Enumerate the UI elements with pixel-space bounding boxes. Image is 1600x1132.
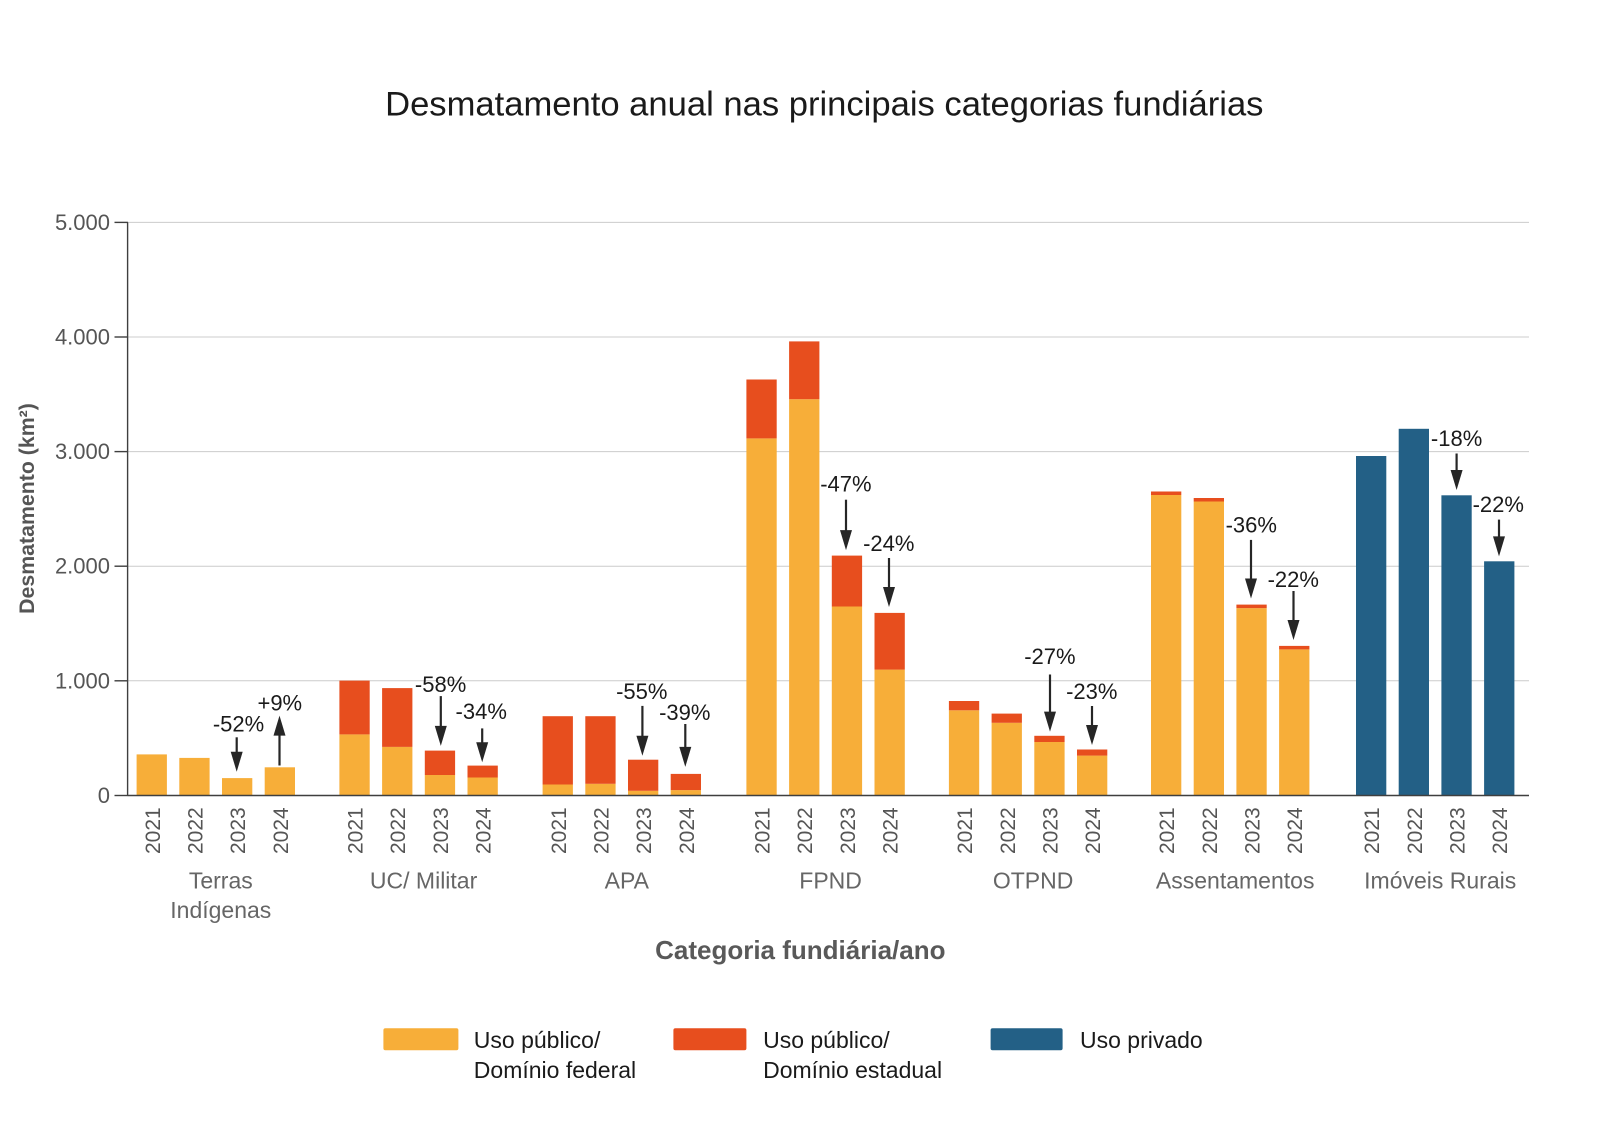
svg-text:2021: 2021 [345,807,368,854]
svg-text:Terras: Terras [189,867,253,893]
svg-text:+9%: +9% [257,690,302,715]
svg-text:-22%: -22% [1473,492,1524,517]
svg-text:2023: 2023 [430,807,453,854]
svg-text:FPND: FPND [799,867,862,893]
svg-text:4.000: 4.000 [55,325,110,350]
svg-text:UC/ Militar: UC/ Militar [370,867,478,893]
svg-text:-39%: -39% [659,700,710,725]
svg-text:-22%: -22% [1268,567,1319,592]
svg-text:APA: APA [605,867,650,893]
svg-text:2021: 2021 [752,807,775,854]
svg-text:2022: 2022 [997,807,1020,854]
svg-text:-23%: -23% [1066,679,1117,704]
svg-text:2024: 2024 [270,807,293,854]
svg-text:2021: 2021 [1361,807,1384,854]
svg-text:Imóveis Rurais: Imóveis Rurais [1364,867,1516,893]
svg-text:2.000: 2.000 [55,554,110,579]
svg-text:2024: 2024 [1284,807,1307,854]
svg-text:2023: 2023 [1040,807,1063,854]
svg-text:2022: 2022 [387,807,410,854]
svg-text:2024: 2024 [1489,807,1512,854]
svg-text:Desmatamento anual nas princip: Desmatamento anual nas principais catego… [385,85,1263,123]
svg-text:2024: 2024 [1082,807,1105,854]
svg-text:2021: 2021 [1156,807,1179,854]
svg-text:2023: 2023 [1447,807,1470,854]
svg-text:2022: 2022 [1199,807,1222,854]
svg-text:Uso privado: Uso privado [1080,1027,1203,1053]
svg-text:2024: 2024 [473,807,496,854]
svg-text:2023: 2023 [633,807,656,854]
svg-text:2021: 2021 [954,807,977,854]
svg-text:2022: 2022 [185,807,208,854]
svg-text:0: 0 [98,783,110,808]
svg-text:2022: 2022 [591,807,614,854]
svg-text:-27%: -27% [1024,644,1075,669]
svg-text:2023: 2023 [1242,807,1265,854]
svg-text:2022: 2022 [1404,807,1427,854]
svg-text:Domínio federal: Domínio federal [474,1057,636,1083]
svg-text:-58%: -58% [415,672,466,697]
svg-text:-36%: -36% [1226,513,1277,538]
svg-text:3.000: 3.000 [55,439,110,464]
svg-text:-47%: -47% [820,471,871,496]
svg-text:Categoria fundiária/ano: Categoria fundiária/ano [655,935,945,965]
svg-text:-55%: -55% [616,679,667,704]
svg-text:2021: 2021 [142,807,165,854]
svg-text:1.000: 1.000 [55,668,110,693]
svg-text:2024: 2024 [880,807,903,854]
svg-text:Assentamentos: Assentamentos [1156,867,1315,893]
svg-text:2024: 2024 [676,807,699,854]
svg-text:OTPND: OTPND [993,867,1074,893]
svg-text:2022: 2022 [794,807,817,854]
svg-text:-34%: -34% [456,699,507,724]
svg-text:2023: 2023 [227,807,250,854]
svg-text:-18%: -18% [1431,426,1482,451]
svg-text:-24%: -24% [863,531,914,556]
svg-text:Uso público/: Uso público/ [763,1027,890,1053]
svg-text:-52%: -52% [213,712,264,737]
svg-text:2021: 2021 [548,807,571,854]
svg-text:5.000: 5.000 [55,210,110,235]
svg-text:Indígenas: Indígenas [170,897,271,923]
svg-text:Desmatamento (km²): Desmatamento (km²) [15,403,39,614]
svg-text:Domínio estadual: Domínio estadual [763,1057,942,1083]
svg-text:Uso público/: Uso público/ [474,1027,601,1053]
svg-text:2023: 2023 [837,807,860,854]
